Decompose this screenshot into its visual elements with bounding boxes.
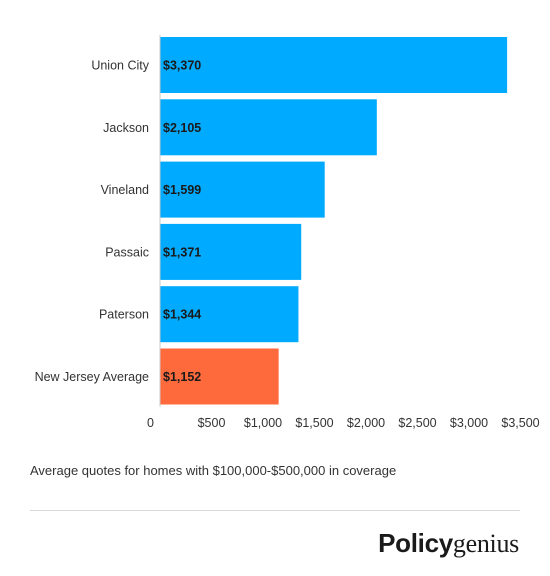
divider: [30, 510, 520, 511]
value-label: $1,344: [163, 308, 201, 322]
category-label: Jackson: [103, 121, 149, 135]
value-label: $3,370: [163, 59, 201, 73]
x-tick-label: 0: [147, 416, 154, 430]
bars-layer: [160, 37, 508, 405]
x-tick-label: $2,500: [398, 416, 436, 430]
category-label: Union City: [91, 59, 149, 73]
bar-passaic: [160, 223, 302, 280]
logo-bold-text: Policy: [378, 528, 453, 558]
x-tick-label: $500: [198, 416, 226, 430]
value-label: $2,105: [163, 121, 201, 135]
logo-light-text: genius: [452, 529, 519, 558]
value-label: $1,599: [163, 183, 201, 197]
bar-jackson: [160, 99, 377, 156]
bar-chart: Union City $3,370 Jackson $2,105 Vineland $1,…: [35, 35, 540, 430]
x-tick-label: $3,500: [501, 416, 539, 430]
category-label: Paterson: [99, 308, 149, 322]
x-tick-label: $2,000: [347, 416, 385, 430]
bar-vineland: [160, 161, 325, 218]
x-tick-label: $3,000: [450, 416, 488, 430]
bar-paterson: [160, 286, 299, 343]
category-label: Vineland: [101, 183, 149, 197]
x-tick-label: $1,500: [295, 416, 333, 430]
category-label: Passaic: [105, 245, 149, 259]
bar-union-city: [160, 37, 508, 93]
x-ticks-layer: 0 $500 $1,000 $1,500 $2,000 $2,500 $3,000 $3,50…: [147, 416, 540, 430]
value-label: $1,371: [163, 245, 201, 259]
chart-caption: Average quotes for homes with $100,000-$…: [30, 463, 397, 478]
bar-new-jersey-average: [160, 348, 279, 405]
value-label: $1,152: [163, 370, 201, 384]
policygenius-logo: Policygenius: [378, 528, 519, 559]
labels-layer: Union City $3,370 Jackson $2,105 Vineland $1,…: [35, 59, 202, 385]
category-label: New Jersey Average: [35, 370, 149, 384]
x-tick-label: $1,000: [244, 416, 282, 430]
